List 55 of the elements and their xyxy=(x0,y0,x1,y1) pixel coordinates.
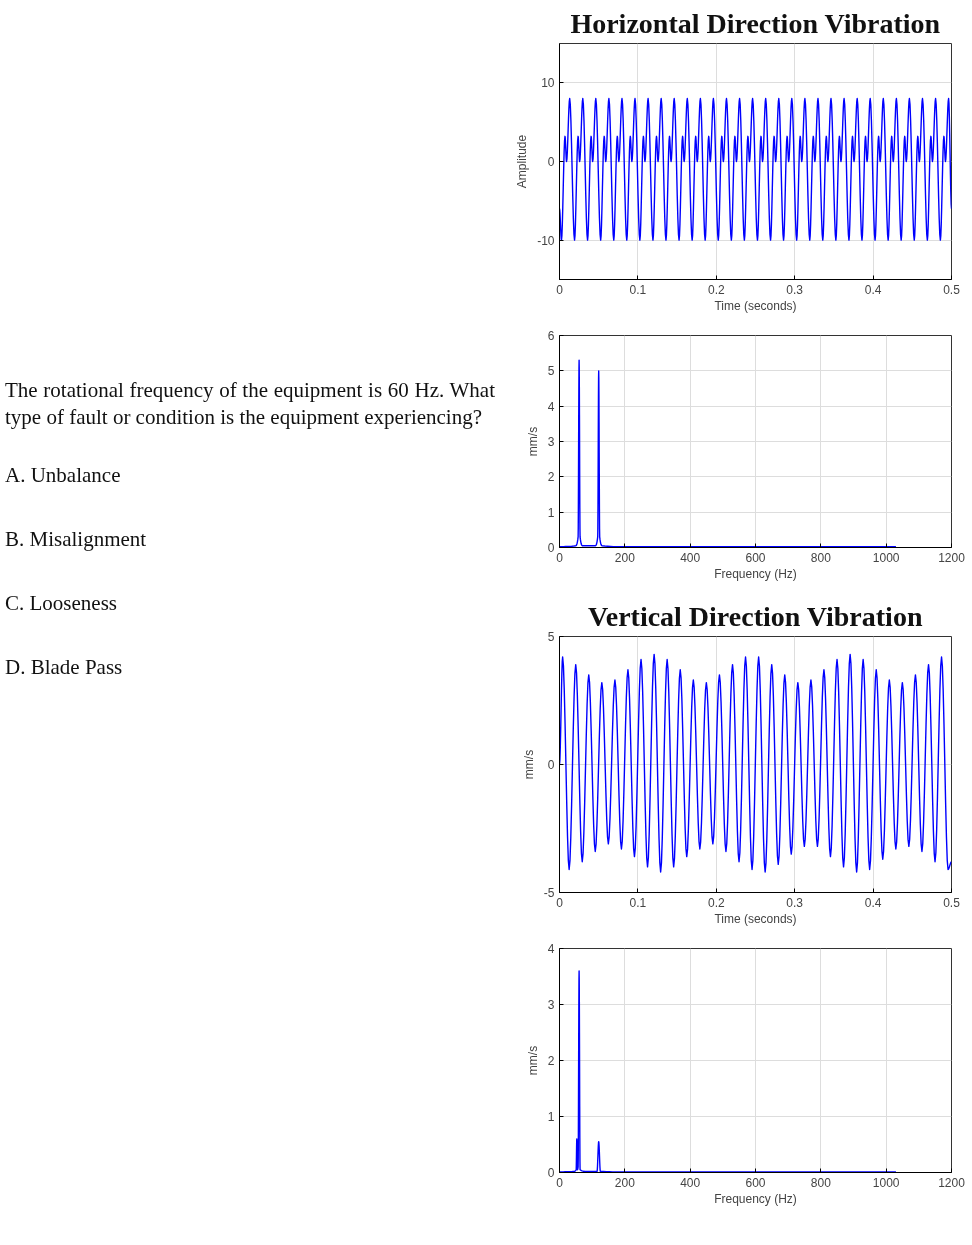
y-tick-label: 3 xyxy=(547,435,555,449)
text: B. Misalignment xyxy=(5,525,148,553)
y-tick-label: -5 xyxy=(543,886,555,900)
x-tick-label: 0.4 xyxy=(864,895,882,910)
y-tick-label: 4 xyxy=(547,942,555,956)
x-tick-label: 400 xyxy=(680,1175,701,1190)
text: C. Looseness xyxy=(5,589,118,617)
x-axis-title: Frequency (Hz) xyxy=(714,566,797,581)
y-axis-title: Amplitude xyxy=(515,134,530,189)
y-tick-label: 1 xyxy=(547,505,555,520)
x-tick-label: 0.2 xyxy=(707,282,725,297)
x-tick-label: 1200 xyxy=(938,1175,966,1190)
x-tick-label: 1000 xyxy=(872,550,900,565)
y-tick-label: 1 xyxy=(547,1110,555,1124)
x-tick-label: 200 xyxy=(614,550,636,565)
x-tick-label: 200 xyxy=(614,1175,636,1190)
chart-title: Vertical Direction Vibration xyxy=(588,600,923,632)
y-tick-label: 0 xyxy=(547,541,555,555)
y-axis-title: mm/s xyxy=(525,426,540,457)
x-tick-label: 0.2 xyxy=(707,895,725,910)
x-tick-label: 0.3 xyxy=(786,895,804,910)
y-axis-title: mm/s xyxy=(525,1045,540,1076)
y-tick-label: -10 xyxy=(537,233,555,248)
x-tick-label: 1000 xyxy=(872,1175,900,1190)
text: D. Blade Pass xyxy=(5,653,124,681)
text: The rotational frequency of the equipment is 60 Hz. What type of fault or condition is the equipment experiencing? xyxy=(5,377,495,432)
x-tick-label: 0.5 xyxy=(943,895,961,910)
x-tick-label: 0.3 xyxy=(786,282,804,297)
x-tick-label: 0.1 xyxy=(629,282,647,297)
x-tick-label: 1200 xyxy=(938,550,966,565)
y-tick-label: 0 xyxy=(547,155,555,169)
chart-title: Horizontal Direction Vibration xyxy=(570,7,941,39)
x-tick-label: 800 xyxy=(810,1175,832,1190)
x-tick-label: 400 xyxy=(680,550,701,565)
y-tick-label: 2 xyxy=(547,1054,555,1068)
y-axis-title: mm/s xyxy=(521,749,536,780)
y-tick-label: 2 xyxy=(547,470,555,485)
y-tick-label: 6 xyxy=(547,329,555,343)
x-axis-title: Time (seconds) xyxy=(714,298,797,313)
y-tick-label: 0 xyxy=(547,758,555,772)
y-tick-label: 5 xyxy=(547,630,555,644)
x-tick-label: 0.5 xyxy=(943,282,961,297)
x-axis-title: Time (seconds) xyxy=(714,911,797,926)
y-tick-label: 0 xyxy=(547,1166,555,1180)
y-tick-label: 10 xyxy=(541,76,555,91)
y-tick-label: 3 xyxy=(547,998,555,1012)
x-axis-title: Frequency (Hz) xyxy=(714,1191,797,1206)
x-tick-label: 0.1 xyxy=(629,895,647,910)
x-tick-label: 800 xyxy=(810,550,832,565)
x-tick-label: 0.4 xyxy=(864,282,882,297)
text: A. Unbalance xyxy=(5,461,122,489)
x-tick-label: 600 xyxy=(745,550,766,565)
y-tick-label: 5 xyxy=(547,364,555,379)
x-tick-label: 600 xyxy=(745,1175,766,1190)
y-tick-label: 4 xyxy=(547,399,555,414)
